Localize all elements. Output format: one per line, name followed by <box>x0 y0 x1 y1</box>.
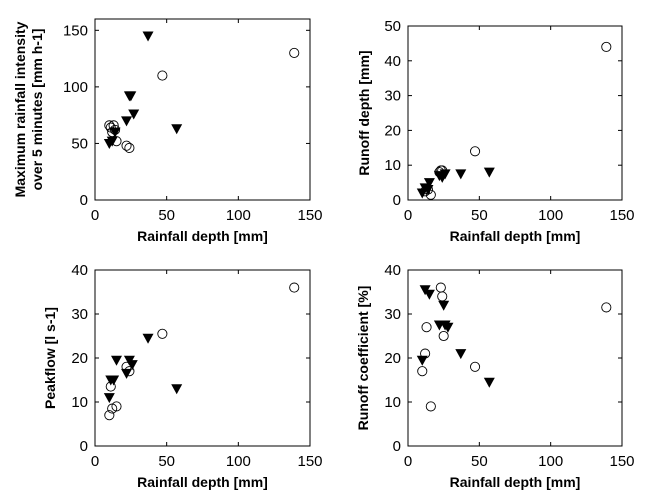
y-tick-label: 20 <box>71 350 88 367</box>
y-tick-label: 50 <box>71 135 88 152</box>
y-tick-label: 100 <box>63 79 88 96</box>
y-axis-label: Peakflow [l s-1] <box>42 307 58 409</box>
x-tick-label: 50 <box>158 453 175 470</box>
data-point-circle <box>601 41 612 52</box>
data-point-circle <box>111 401 122 412</box>
data-point-triangle <box>106 136 118 147</box>
x-tick-label: 150 <box>297 207 322 224</box>
y-tick-label: 30 <box>384 306 401 323</box>
y-tick-label: 30 <box>384 88 401 105</box>
data-point-triangle <box>142 31 154 42</box>
data-point-circle <box>121 140 132 151</box>
y-tick-label: 10 <box>384 157 401 174</box>
data-point-triangle <box>423 178 435 189</box>
data-point-circle <box>289 47 300 58</box>
y-tick-label: 0 <box>393 192 401 209</box>
panel-bottom-left: 0 50 100 150 0 10 20 30 40 Rainfall depth [mm] Pea… <box>42 262 323 490</box>
data-point-circle <box>289 282 300 293</box>
x-tick-label: 0 <box>91 453 99 470</box>
data-point-triangle <box>483 167 495 178</box>
data-point-circle <box>157 328 168 339</box>
x-tick-label: 150 <box>609 453 634 470</box>
data-point-circle <box>470 361 481 372</box>
x-tick-label: 0 <box>91 207 99 224</box>
y-tick-label: 0 <box>80 192 88 209</box>
data-point-triangle <box>142 333 154 344</box>
y-tick-label: 40 <box>384 53 401 70</box>
data-point-triangle <box>121 116 133 127</box>
x-tick-label: 100 <box>538 207 563 224</box>
data-point-triangle <box>171 124 183 135</box>
data-point-circle <box>104 410 115 421</box>
y-tick-label: 0 <box>80 438 88 455</box>
data-point-triangle <box>416 355 428 366</box>
data-point-triangle <box>455 169 467 180</box>
data-point-circle <box>417 366 428 377</box>
x-tick-label: 50 <box>471 453 488 470</box>
x-tick-label: 100 <box>538 453 563 470</box>
data-point-triangle <box>125 91 137 102</box>
data-point-circle <box>124 142 135 154</box>
data-point-circle <box>438 330 449 342</box>
y-tick-label: 20 <box>384 350 401 367</box>
data-point-triangle <box>455 349 467 360</box>
y-axis-label: Runoff coefficient [%] <box>355 286 371 431</box>
data-point-circle <box>425 401 436 412</box>
y-tick-label: 0 <box>393 438 401 455</box>
data-point-triangle <box>103 393 115 404</box>
y-tick-label: 50 <box>384 18 401 35</box>
y-tick-label: 30 <box>71 306 88 323</box>
x-axis-label: Rainfall depth [mm] <box>450 228 581 244</box>
y-tick-label: 20 <box>384 122 401 139</box>
x-tick-label: 50 <box>471 207 488 224</box>
panel-bottom-right: 0 50 100 150 0 10 20 30 40 Rainfall depth [mm] Run… <box>355 262 635 490</box>
data-point-triangle <box>483 377 495 388</box>
y-tick-label: 40 <box>384 262 401 279</box>
data-point-circle <box>437 291 448 302</box>
x-axis-label: Rainfall depth [mm] <box>137 474 268 490</box>
data-point-triangle <box>128 109 140 120</box>
data-point-circle <box>157 70 168 81</box>
data-point-triangle <box>423 289 435 300</box>
plot-frame <box>407 25 623 201</box>
data-point-triangle <box>109 127 121 138</box>
data-point-triangle <box>111 355 122 366</box>
data-point-circle <box>435 282 446 293</box>
data-point-circle <box>470 146 481 157</box>
data-point-triangle <box>171 384 183 395</box>
data-point-circle <box>425 189 436 200</box>
data-point-triangle <box>121 368 133 379</box>
y-tick-label: 10 <box>384 394 401 411</box>
x-tick-label: 100 <box>226 453 251 470</box>
y-tick-label: 40 <box>71 262 88 279</box>
y-axis-label: Runoff depth [mm] <box>356 50 372 175</box>
data-point-triangle <box>422 185 434 196</box>
x-axis-label: Rainfall depth [mm] <box>450 474 581 490</box>
y-tick-label: 150 <box>63 22 88 39</box>
x-axis-label: Rainfall depth [mm] <box>137 228 268 244</box>
y-tick-label: 10 <box>71 394 88 411</box>
data-point-triangle <box>126 360 138 371</box>
x-tick-label: 150 <box>297 453 322 470</box>
x-tick-label: 0 <box>404 207 412 224</box>
data-point-circle <box>421 322 432 333</box>
data-point-triangle <box>439 169 451 180</box>
data-point-triangle <box>442 322 454 333</box>
data-point-triangle <box>108 375 120 386</box>
y-axis-label: over 5 minutes [mm h-1] <box>29 29 45 191</box>
x-tick-label: 100 <box>226 207 251 224</box>
data-point-triangle <box>438 300 450 311</box>
x-tick-label: 0 <box>404 453 412 470</box>
panel-top-right: 0 50 100 150 0 10 20 30 40 50 Rainfall depth [mm] R… <box>356 18 635 244</box>
data-point-circle <box>601 302 612 313</box>
x-tick-label: 150 <box>609 207 634 224</box>
x-tick-label: 50 <box>158 207 175 224</box>
plot-frame <box>94 18 311 201</box>
y-axis-label: Maximum rainfall intensity <box>12 21 28 197</box>
panel-top-left: 0 50 100 150 0 50 100 150 Rainfall depth [mm] Max… <box>12 18 323 244</box>
plot-frame <box>407 269 623 447</box>
